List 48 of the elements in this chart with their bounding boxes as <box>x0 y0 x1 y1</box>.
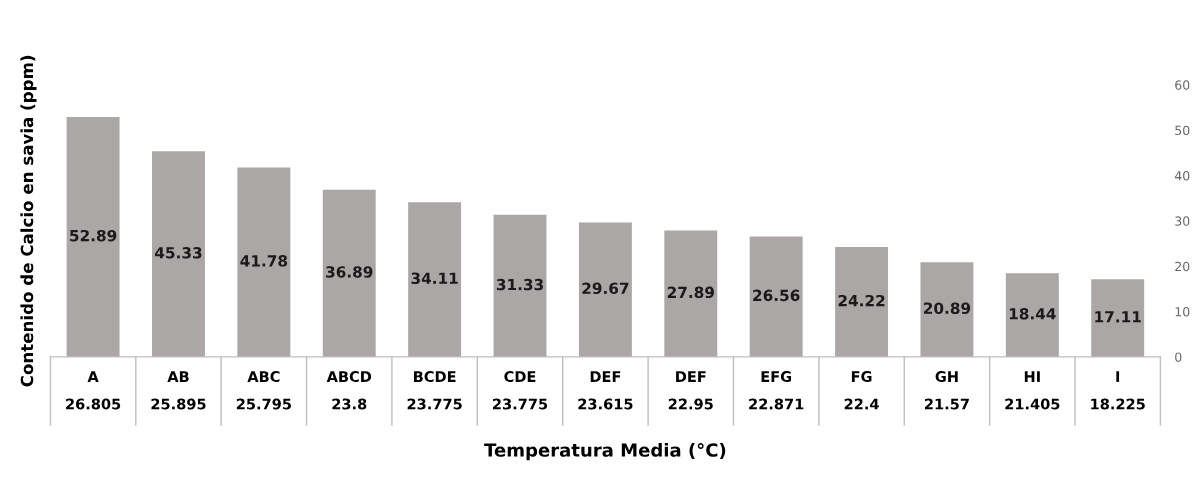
y-tick-label: 60 <box>1175 80 1190 90</box>
data-label: 24.22 <box>838 294 885 307</box>
data-label: 41.78 <box>240 255 288 267</box>
data-label: 29.67 <box>582 282 629 295</box>
bar <box>66 117 120 357</box>
x-tick-label: GH 21.57 <box>925 371 969 410</box>
bar <box>322 189 376 357</box>
data-label: 36.89 <box>326 266 373 278</box>
y-tick-label: 0 <box>1175 352 1182 362</box>
data-label: 31.33 <box>496 278 543 291</box>
y-axis-title: Contenido de Calcio en savia (ppm) <box>20 55 37 387</box>
y-tick-label: 40 <box>1174 171 1190 181</box>
data-label: 20.89 <box>923 302 971 314</box>
data-label: 45.33 <box>155 247 202 259</box>
y-tick-label: 10 <box>1175 307 1190 317</box>
x-tick-label: HI 21.405 <box>1005 371 1060 410</box>
data-label: 17.11 <box>1095 311 1141 323</box>
data-label: 27.89 <box>667 286 714 299</box>
y-tick-label: 50 <box>1175 125 1190 136</box>
bar <box>664 230 718 357</box>
x-tick-label: ABCD 23.8 <box>326 371 372 410</box>
data-label: 26.56 <box>753 289 800 302</box>
bar <box>749 236 803 357</box>
y-tick-label: 30 <box>1175 216 1190 226</box>
bar <box>1091 279 1145 357</box>
x-tick-label: CDE 23.775 <box>493 371 548 410</box>
data-label: 34.11 <box>411 272 458 285</box>
x-tick-label: FG 22.4 <box>844 371 879 410</box>
x-axis-title: Temperatura Media (°C) <box>484 442 726 461</box>
bar <box>493 214 547 357</box>
bar <box>152 151 205 357</box>
x-tick-label: DEF 22.95 <box>668 371 713 410</box>
bar <box>578 222 632 357</box>
bar <box>1005 273 1059 357</box>
x-tick-label: DEF 23.615 <box>578 371 633 410</box>
data-label: 18.44 <box>1009 307 1056 320</box>
x-tick-label: ABC 25.795 <box>236 371 291 410</box>
bar <box>408 202 462 357</box>
y-tick-label: 20 <box>1175 261 1190 272</box>
x-tick-label: A 26.805 <box>66 371 121 410</box>
data-label: 52.89 <box>70 229 117 242</box>
bar <box>920 262 974 357</box>
bar <box>835 247 889 357</box>
bar <box>237 167 291 357</box>
x-tick-label: AB 25.895 <box>151 371 206 410</box>
x-tick-label: EFG 22.871 <box>749 371 804 410</box>
x-tick-label: BCDE 23.775 <box>407 371 462 410</box>
x-tick-label: I 18.225 <box>1091 371 1145 410</box>
